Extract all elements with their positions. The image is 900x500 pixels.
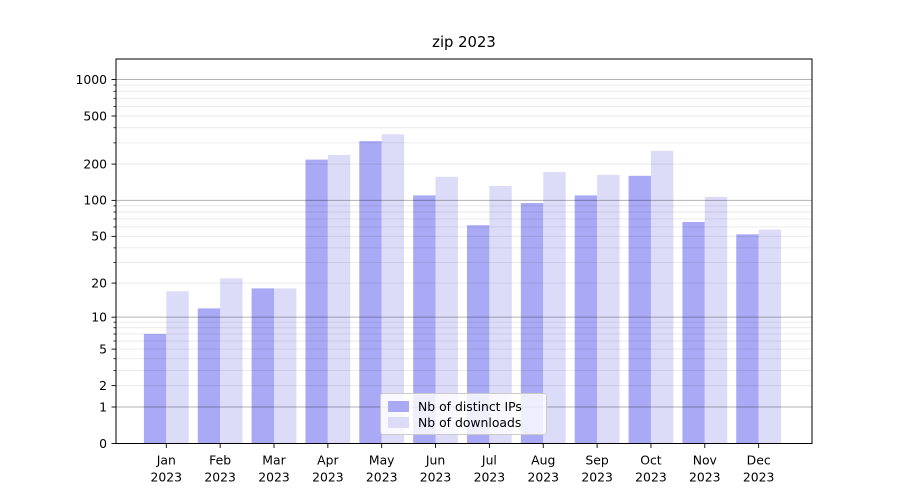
legend-item: Nb of distinct IPs bbox=[388, 399, 538, 414]
legend: Nb of distinct IPs Nb of downloads bbox=[380, 393, 547, 435]
bar-nb-of-downloads-apr bbox=[327, 155, 351, 444]
x-tick-label-dec-2023: Dec 2023 bbox=[743, 453, 775, 485]
legend-item: Nb of downloads bbox=[388, 415, 538, 430]
bar-nb-of-distinct-ips-dec bbox=[736, 234, 759, 444]
bar-nb-of-downloads-feb bbox=[220, 278, 243, 444]
bar-nb-of-distinct-ips-feb bbox=[197, 308, 221, 444]
y-tick-label-0: 0 bbox=[99, 436, 107, 451]
x-tick-label-jan-2023: Jan 2023 bbox=[151, 453, 183, 485]
x-tick-label-nov-2023: Nov 2023 bbox=[689, 453, 721, 485]
x-tick-label-feb-2023: Feb 2023 bbox=[204, 453, 236, 485]
y-tick-label-500: 500 bbox=[83, 108, 107, 123]
bar-nb-of-downloads-aug bbox=[543, 172, 566, 444]
legend-swatch-distinct-ips bbox=[388, 400, 409, 412]
x-tick-label-sep-2023: Sep 2023 bbox=[581, 453, 613, 485]
chart-title: zip 2023 bbox=[432, 34, 496, 51]
plot-frame bbox=[115, 58, 813, 444]
y-tick-label-20: 20 bbox=[91, 275, 107, 290]
bar-nb-of-distinct-ips-apr bbox=[305, 159, 328, 444]
legend-swatch-downloads bbox=[388, 416, 409, 428]
bar-nb-of-downloads-jun bbox=[435, 176, 458, 444]
bar-nb-of-distinct-ips-mar bbox=[251, 288, 274, 444]
bar-nb-of-distinct-ips-aug bbox=[520, 203, 544, 444]
bar-nb-of-downloads-jul bbox=[489, 185, 512, 444]
y-tick-label-10: 10 bbox=[91, 309, 107, 324]
x-tick-label-oct-2023: Oct 2023 bbox=[635, 453, 667, 485]
y-tick-label-100: 100 bbox=[83, 193, 107, 208]
bar-nb-of-distinct-ips-oct bbox=[628, 175, 651, 444]
bar-nb-of-downloads-sep bbox=[597, 174, 620, 444]
x-tick-label-apr-2023: Apr 2023 bbox=[312, 453, 344, 485]
bar-nb-of-downloads-mar bbox=[274, 288, 297, 444]
x-tick-label-jun-2023: Jun 2023 bbox=[420, 453, 452, 485]
bar-nb-of-downloads-jan bbox=[166, 291, 189, 444]
bar-nb-of-downloads-nov bbox=[704, 196, 728, 444]
y-tick-label-2: 2 bbox=[99, 378, 107, 393]
bar-nb-of-distinct-ips-may bbox=[359, 141, 382, 444]
x-tick-label-aug-2023: Aug 2023 bbox=[527, 453, 559, 485]
bar-nb-of-downloads-may bbox=[381, 134, 405, 444]
legend-label: Nb of distinct IPs bbox=[418, 398, 522, 414]
y-tick-label-5: 5 bbox=[99, 341, 107, 356]
bar-nb-of-distinct-ips-jul bbox=[467, 225, 490, 444]
x-tick-label-jul-2023: Jul 2023 bbox=[474, 453, 506, 485]
bar-nb-of-distinct-ips-jun bbox=[413, 195, 436, 444]
bar-nb-of-distinct-ips-nov bbox=[682, 222, 705, 444]
y-tick-label-200: 200 bbox=[83, 156, 107, 171]
x-tick-label-may-2023: May 2023 bbox=[366, 453, 398, 485]
bar-nb-of-downloads-oct bbox=[650, 150, 674, 444]
bar-nb-of-distinct-ips-sep bbox=[574, 195, 598, 444]
legend-label: Nb of downloads bbox=[418, 414, 522, 430]
bar-nb-of-distinct-ips-jan bbox=[143, 333, 167, 444]
y-tick-label-1: 1 bbox=[99, 399, 107, 414]
y-tick-label-50: 50 bbox=[91, 229, 107, 244]
y-tick-label-1000: 1000 bbox=[75, 72, 107, 87]
x-tick-label-mar-2023: Mar 2023 bbox=[258, 453, 290, 485]
bar-nb-of-downloads-dec bbox=[758, 229, 782, 444]
